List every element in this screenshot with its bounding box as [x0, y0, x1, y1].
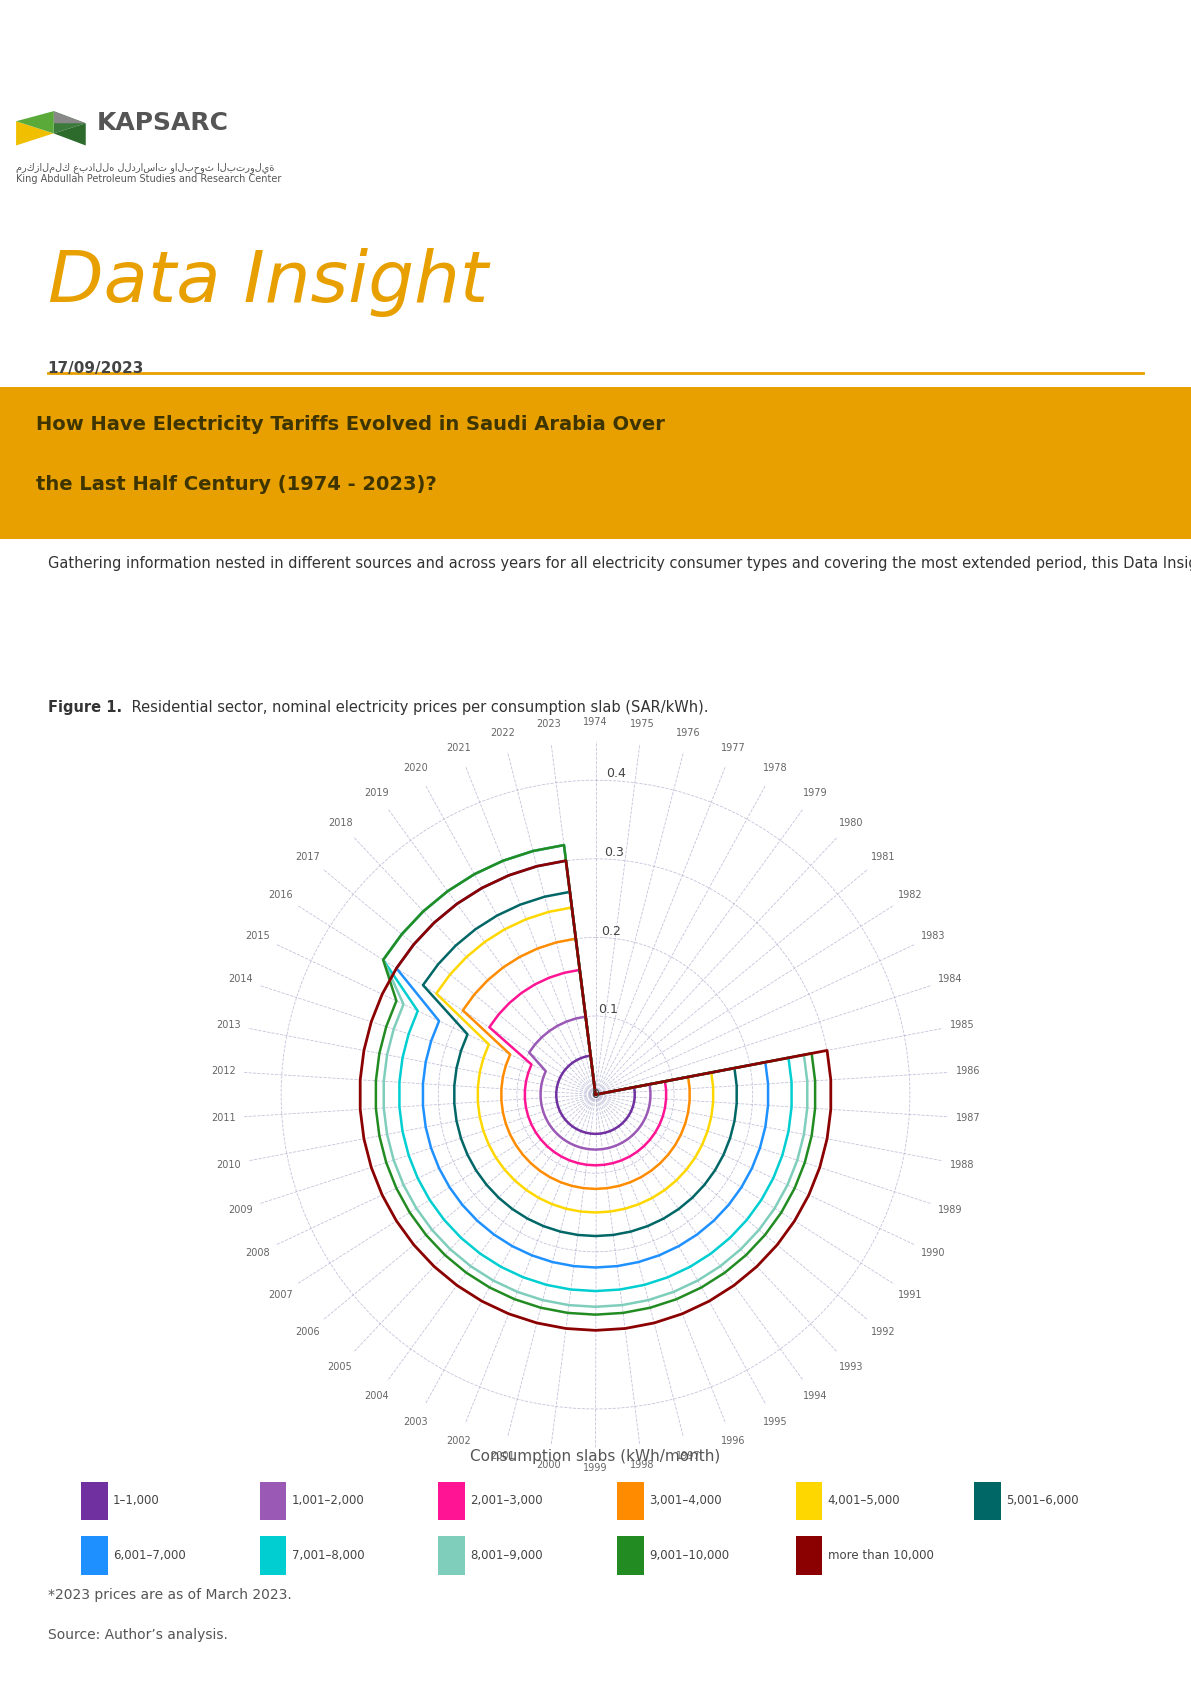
Bar — [796, 1536, 822, 1575]
Text: 9,001–10,000: 9,001–10,000 — [649, 1549, 729, 1563]
Text: 17/09/2023: 17/09/2023 — [48, 360, 144, 376]
Text: Residential sector, nominal electricity prices per consumption slab (SAR/kWh).: Residential sector, nominal electricity … — [126, 701, 707, 714]
Text: 5,001–6,000: 5,001–6,000 — [1006, 1494, 1079, 1507]
Text: 8,001–9,000: 8,001–9,000 — [470, 1549, 543, 1563]
Bar — [438, 1536, 466, 1575]
Bar — [81, 1536, 107, 1575]
Bar — [260, 1536, 286, 1575]
Text: KAPSARC: KAPSARC — [96, 111, 229, 135]
Text: 0: 0 — [592, 1088, 599, 1101]
Polygon shape — [54, 111, 86, 133]
Text: 3,001–4,000: 3,001–4,000 — [649, 1494, 722, 1507]
Bar — [260, 1482, 286, 1521]
Text: Source: Author’s analysis.: Source: Author’s analysis. — [48, 1628, 227, 1642]
Text: King Abdullah Petroleum Studies and Research Center: King Abdullah Petroleum Studies and Rese… — [17, 173, 281, 184]
Text: 1,001–2,000: 1,001–2,000 — [292, 1494, 364, 1507]
Bar — [438, 1482, 466, 1521]
Text: Figure 1.: Figure 1. — [48, 701, 121, 714]
Text: 6,001–7,000: 6,001–7,000 — [113, 1549, 186, 1563]
Bar — [796, 1482, 822, 1521]
Bar — [974, 1482, 1000, 1521]
Text: *2023 prices are as of March 2023.: *2023 prices are as of March 2023. — [48, 1588, 292, 1603]
Polygon shape — [54, 111, 86, 123]
Bar — [81, 1482, 107, 1521]
Text: 4,001–5,000: 4,001–5,000 — [828, 1494, 900, 1507]
Text: Consumption slabs (kWh/month): Consumption slabs (kWh/month) — [470, 1450, 721, 1463]
Polygon shape — [54, 123, 86, 145]
Text: How Have Electricity Tariffs Evolved in Saudi Arabia Over: How Have Electricity Tariffs Evolved in … — [36, 414, 665, 433]
Bar — [617, 1536, 643, 1575]
Text: the Last Half Century (1974 - 2023)?: the Last Half Century (1974 - 2023)? — [36, 475, 436, 493]
Text: Gathering information nested in different sources and across years for all elect: Gathering information nested in differen… — [48, 556, 1191, 571]
Text: 7,001–8,000: 7,001–8,000 — [292, 1549, 364, 1563]
Bar — [617, 1482, 643, 1521]
Polygon shape — [17, 121, 54, 145]
Text: مركزالملك عبدالله للدراسات والبحوث البترولية: مركزالملك عبدالله للدراسات والبحوث البتر… — [17, 162, 275, 172]
Text: more than 10,000: more than 10,000 — [828, 1549, 934, 1563]
Text: 2,001–3,000: 2,001–3,000 — [470, 1494, 543, 1507]
Text: Data Insight: Data Insight — [48, 248, 488, 317]
Polygon shape — [17, 111, 54, 133]
Text: 1–1,000: 1–1,000 — [113, 1494, 160, 1507]
